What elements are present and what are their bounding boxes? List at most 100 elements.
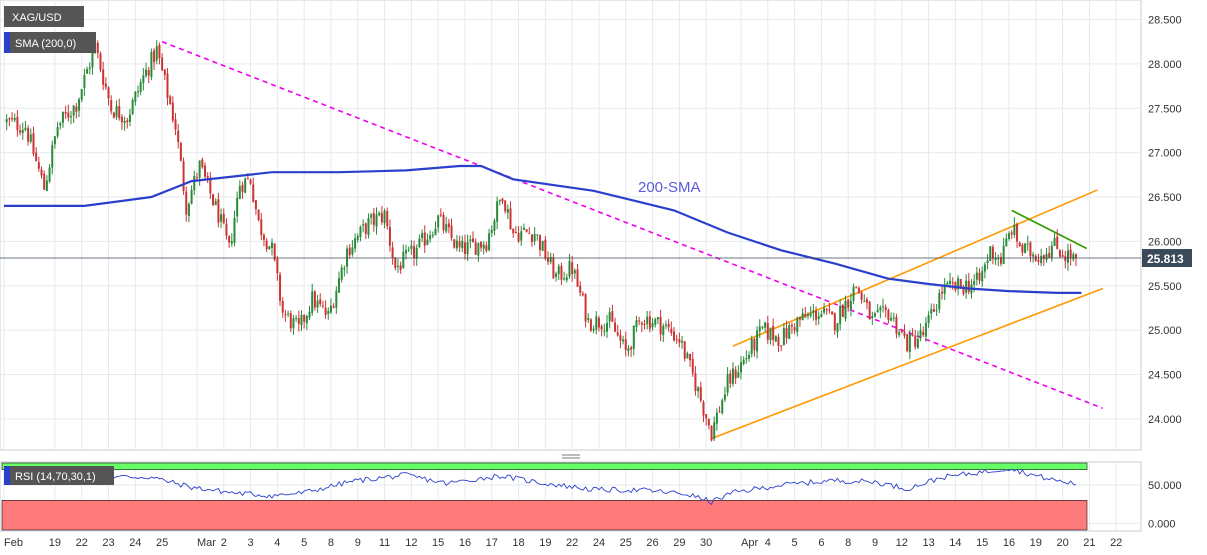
rsi-indicator-label[interactable]: RSI (14,70,30,1) — [4, 466, 114, 485]
candle-body — [522, 227, 525, 230]
candle-body — [169, 96, 172, 104]
y-tick-label: 26.500 — [1148, 192, 1182, 204]
candle-body — [745, 357, 748, 360]
symbol-label-text: XAG/USD — [12, 12, 62, 24]
candle-body — [525, 229, 528, 232]
candle-body — [967, 280, 970, 292]
candle-body — [865, 299, 868, 303]
trendline-channel-upper — [732, 189, 1098, 347]
grid — [0, 0, 1142, 532]
x-tick-label: Mar — [197, 537, 216, 549]
candle-body — [434, 228, 437, 235]
y-tick-label: 28.000 — [1148, 59, 1182, 71]
last-price-tag: 25.813 — [1142, 249, 1192, 268]
x-tick-label: 16 — [459, 537, 471, 549]
sma-indicator-label[interactable]: SMA (200,0) — [4, 32, 96, 53]
candle-body — [514, 231, 517, 233]
x-tick-label: 19 — [1030, 537, 1042, 549]
candle-body — [43, 173, 46, 190]
candle-body — [332, 306, 335, 308]
candle-body — [616, 332, 619, 336]
candle-body — [547, 258, 550, 262]
candle-body — [512, 228, 515, 234]
candle-body — [592, 328, 595, 331]
candle-body — [549, 256, 552, 263]
candle-body — [405, 250, 407, 254]
candle-body — [78, 99, 81, 111]
candle-body — [118, 106, 121, 119]
candle-body — [201, 159, 204, 168]
y-tick-label: 25.500 — [1148, 281, 1182, 293]
rsi-indicator-label-text: RSI (14,70,30,1) — [15, 471, 96, 483]
candle-body — [756, 330, 759, 352]
sma-annotation: 200-SMA — [638, 179, 701, 196]
candle-body — [394, 257, 397, 269]
candle-body — [244, 178, 247, 193]
candle-body — [56, 127, 59, 137]
x-tick-label: 22 — [566, 537, 578, 549]
candle-body — [313, 291, 316, 308]
candle-body — [153, 50, 156, 63]
x-tick-label: 22 — [76, 537, 88, 549]
candle-body — [780, 345, 783, 347]
candle-body — [305, 315, 308, 324]
candle-body — [541, 241, 544, 251]
candle-body — [983, 264, 986, 272]
candle-body — [965, 280, 968, 293]
symbol-label: XAG/USD — [4, 6, 84, 27]
candle-body — [664, 324, 667, 326]
candle-body — [262, 234, 265, 240]
candle-body — [919, 330, 922, 339]
candle-body — [220, 214, 223, 222]
candle-body — [139, 82, 142, 92]
candle-body — [236, 197, 239, 217]
candle-body — [72, 105, 75, 116]
candle-body — [667, 323, 670, 328]
candle-body — [324, 307, 327, 316]
candle-body — [1069, 249, 1072, 259]
y-tick-label: 25.000 — [1148, 325, 1182, 337]
candle-body — [466, 241, 469, 255]
candle-body — [643, 324, 646, 326]
candle-body — [750, 338, 753, 354]
candle-body — [683, 341, 686, 359]
candle-body — [378, 212, 381, 216]
x-tick-label: 2 — [221, 537, 227, 549]
candle-body — [338, 278, 340, 293]
pane-resize-handle[interactable] — [562, 454, 580, 459]
candle-body — [1032, 254, 1035, 257]
candle-body — [957, 278, 960, 290]
candle-body — [978, 272, 981, 281]
candle-body — [651, 323, 654, 328]
x-tick-label: 17 — [486, 537, 498, 549]
candle-body — [841, 304, 844, 317]
candle-body — [946, 282, 949, 285]
candle-body — [729, 373, 732, 384]
candlesticks — [5, 38, 1077, 442]
candle-body — [115, 105, 118, 117]
candle-body — [764, 322, 767, 328]
candle-body — [662, 325, 665, 336]
candle-body — [892, 317, 895, 319]
candle-body — [380, 213, 383, 223]
candle-body — [11, 118, 14, 120]
candle-body — [19, 130, 22, 133]
candle-body — [257, 209, 260, 221]
candle-body — [766, 323, 769, 340]
candle-body — [678, 339, 681, 343]
candle-body — [423, 232, 426, 246]
candle-body — [276, 258, 279, 274]
candle-body — [509, 208, 512, 229]
last-price-value: 25.813 — [1147, 252, 1184, 266]
candle-body — [825, 309, 828, 311]
candle-body — [177, 130, 180, 143]
candle-body — [102, 69, 105, 85]
candle-body — [640, 322, 643, 325]
candle-body — [195, 177, 198, 179]
candle-body — [308, 311, 311, 318]
candle-body — [648, 316, 651, 329]
candle-body — [281, 300, 284, 313]
candle-body — [83, 75, 86, 88]
y-tick-label: 27.500 — [1148, 103, 1182, 115]
candle-body — [568, 261, 571, 277]
